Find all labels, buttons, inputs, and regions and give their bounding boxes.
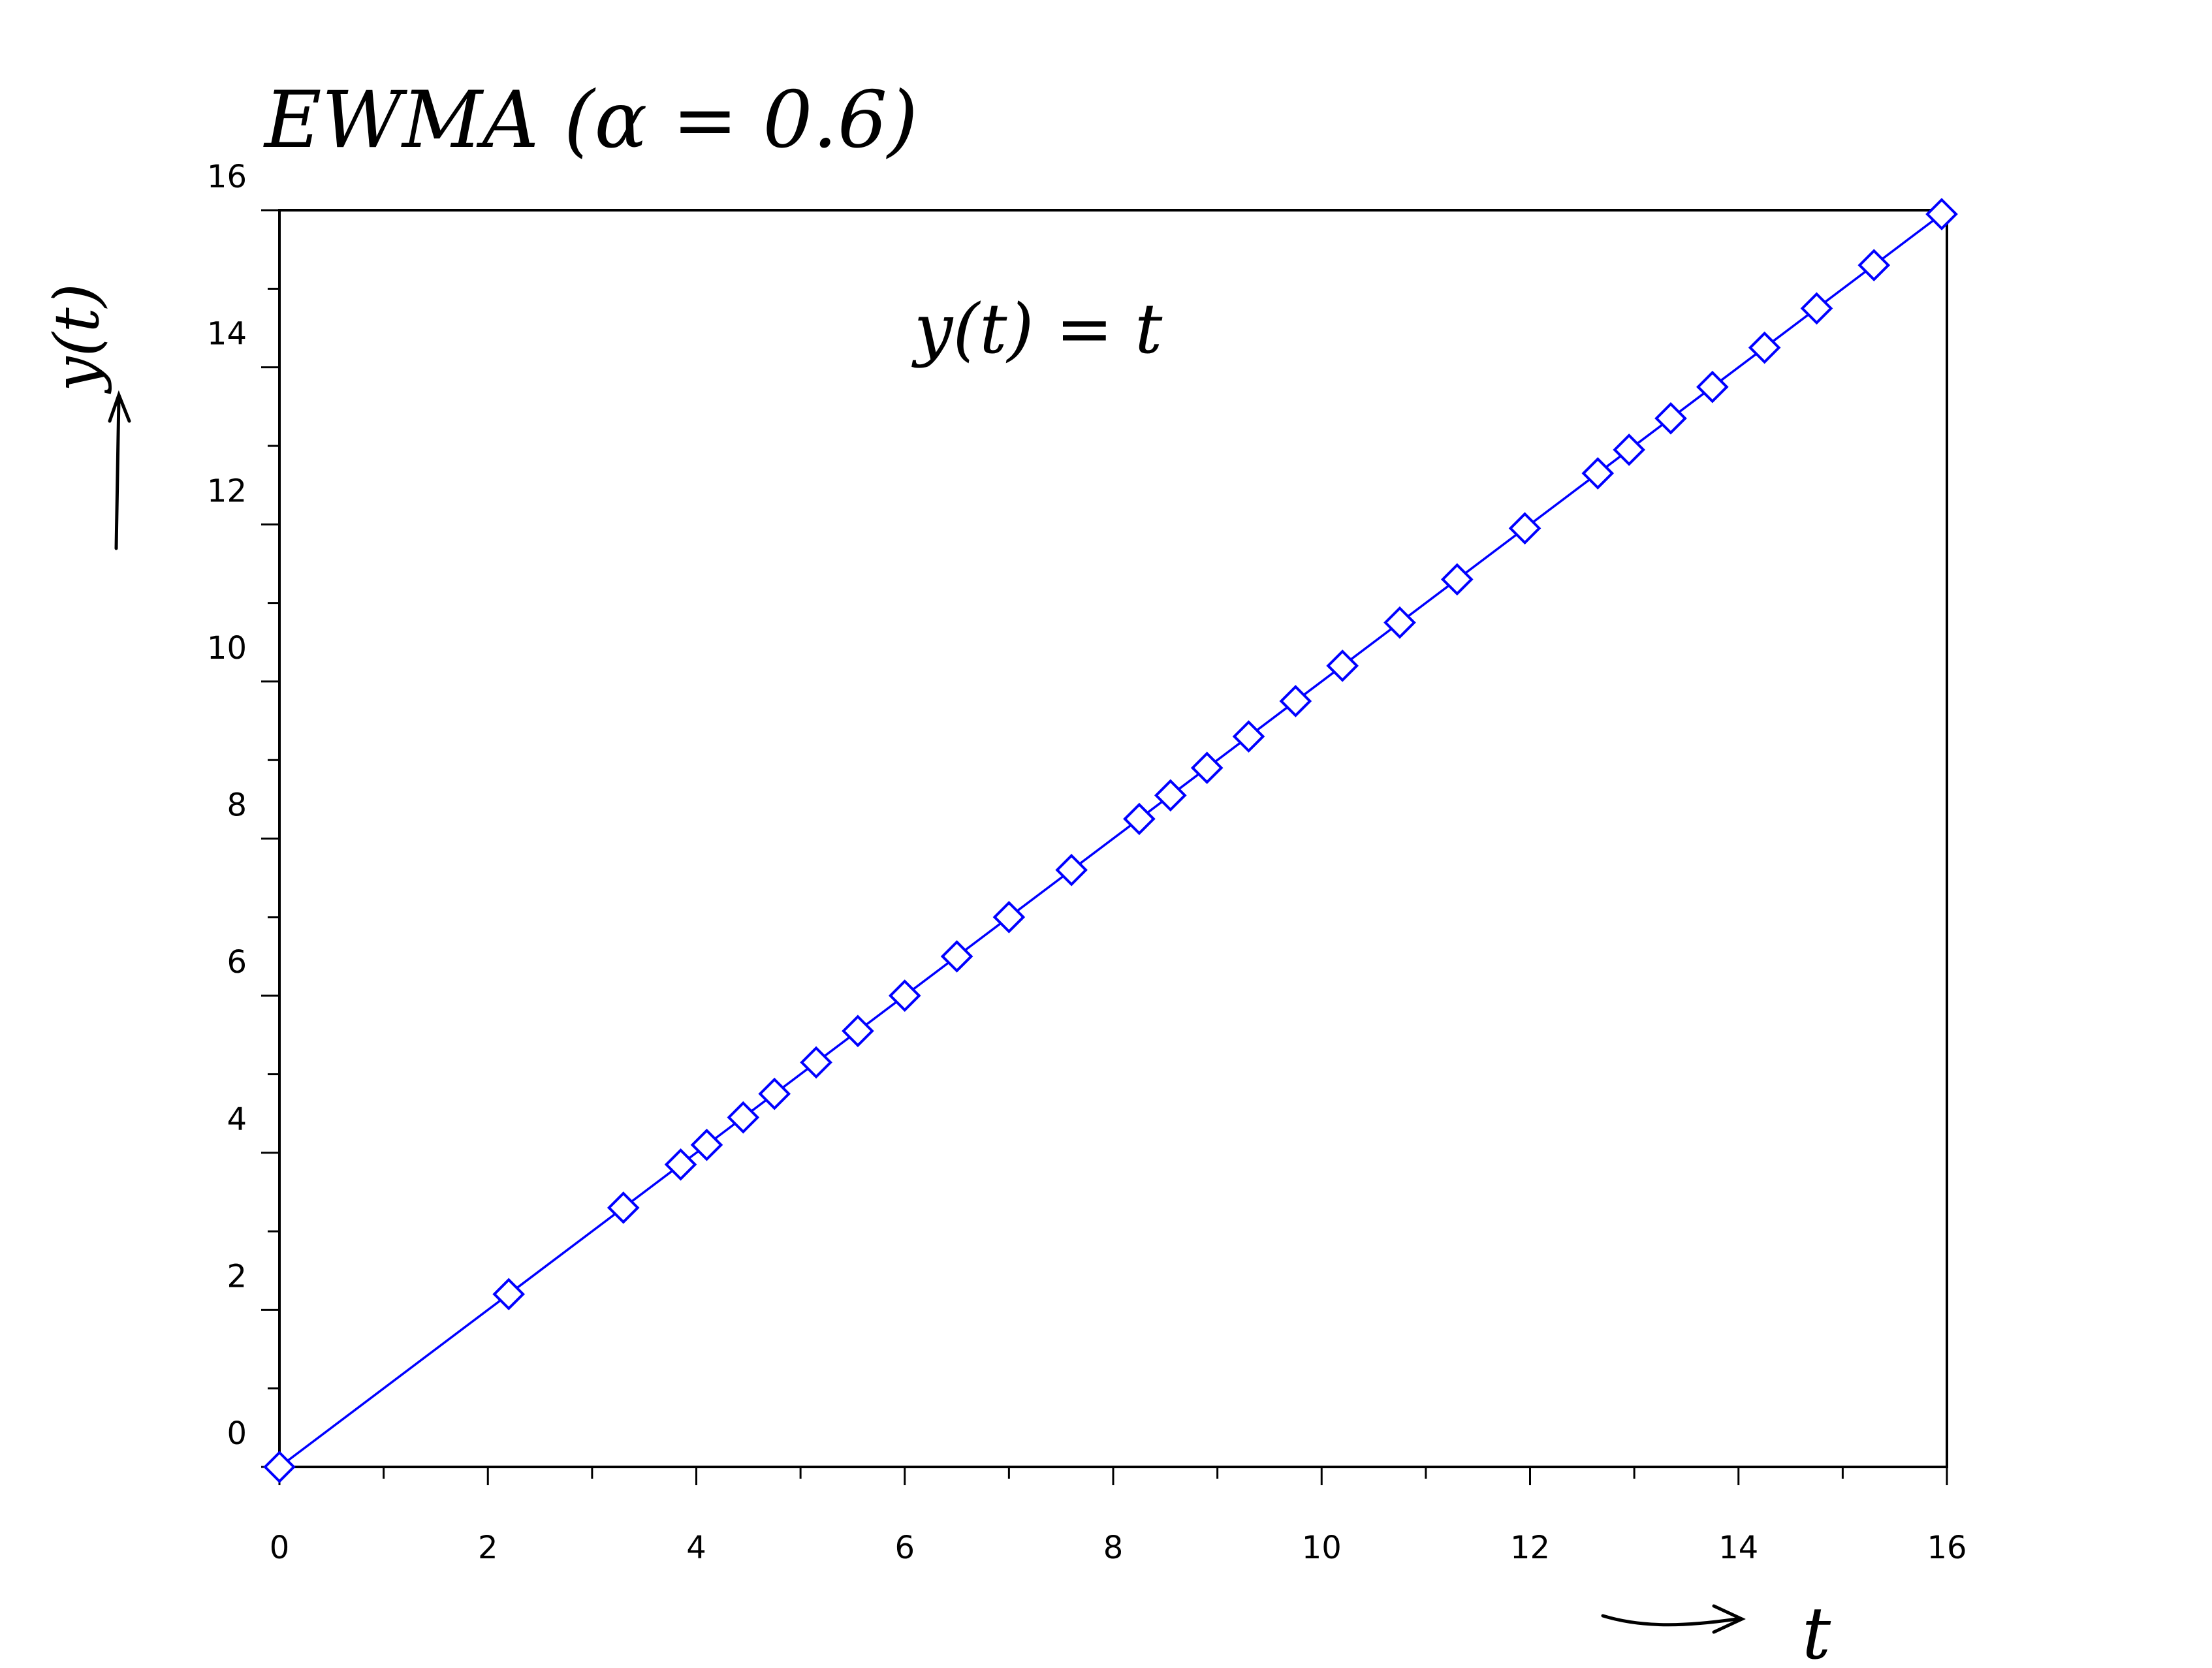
x-tick-label: 2 (478, 1530, 498, 1566)
x-tick-label: 8 (1103, 1530, 1124, 1566)
axes: 0 2 4 6 8 10 12 14 16 0 2 4 6 8 10 12 14 16 (207, 159, 1967, 1566)
data-point (1800, 292, 1833, 325)
data-point (1326, 649, 1359, 682)
x-tick-label: 6 (894, 1530, 915, 1566)
data-point (758, 1077, 791, 1110)
data-point (1279, 685, 1312, 717)
y-tick-label: 4 (227, 1101, 247, 1138)
x-tick-label: 0 (270, 1530, 290, 1566)
data-point (1383, 606, 1416, 639)
data-point (1857, 249, 1891, 282)
data-point (842, 1015, 874, 1048)
chart-title: EWMA (α = 0.6) (263, 75, 918, 166)
chart-annotation: y(t) = t (911, 289, 1163, 369)
x-tick-label: 16 (1927, 1530, 1967, 1566)
y-tick-label: 12 (207, 473, 247, 509)
data-point (1925, 198, 1958, 230)
series-line (278, 213, 1943, 1468)
data-point (1190, 751, 1224, 785)
data-point (888, 979, 921, 1012)
y-axis-label: y(t) (41, 283, 113, 394)
data-point (1232, 720, 1265, 753)
data-point (940, 940, 973, 973)
y-tick-label: 14 (207, 316, 247, 353)
data-point (1696, 370, 1729, 403)
data-point (1055, 853, 1088, 887)
y-tick-label: 10 (207, 630, 247, 667)
data-point (727, 1101, 760, 1134)
y-tick-label: 8 (227, 787, 247, 824)
data-point (1154, 779, 1187, 812)
data-point (1654, 401, 1687, 435)
data-point (1123, 802, 1156, 836)
x-tick-label: 4 (686, 1530, 706, 1566)
data-point (1581, 457, 1615, 490)
y-tick-label: 6 (227, 944, 247, 981)
y-axis-arrow (108, 390, 131, 550)
y-tick-label: 0 (227, 1415, 247, 1452)
data-point (800, 1046, 832, 1079)
data-point (263, 1451, 296, 1483)
y-tick-label: 2 (227, 1258, 247, 1295)
data-point (1748, 331, 1781, 364)
data-point (664, 1148, 697, 1181)
data-point (1440, 563, 1474, 596)
data-point (690, 1128, 723, 1161)
x-tick-label: 12 (1510, 1530, 1550, 1566)
data-point (992, 900, 1026, 934)
x-axis-arrow (1601, 1604, 1746, 1634)
data-point (1508, 512, 1541, 545)
data-point (1613, 433, 1645, 466)
y-tick-label: 16 (207, 159, 247, 195)
data-point (492, 1278, 526, 1311)
x-tick-label: 14 (1718, 1530, 1758, 1566)
series (263, 198, 1958, 1483)
x-tick-label: 10 (1302, 1530, 1342, 1566)
x-axis-label: t (1802, 1592, 1831, 1668)
data-point (607, 1191, 640, 1224)
